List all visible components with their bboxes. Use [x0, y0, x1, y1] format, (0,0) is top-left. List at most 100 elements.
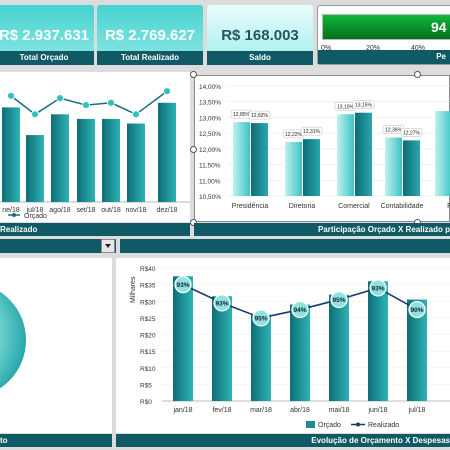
evo-label-bubble: [252, 309, 270, 327]
evo-bar: [290, 304, 310, 401]
part-label-orcado: 12,36%: [385, 128, 403, 134]
part-label-orcado: 12,22%: [285, 132, 303, 138]
evo-bar: [329, 294, 349, 401]
evolucao-footer-title: Evolução de Orçamento X Despesas: [311, 436, 450, 445]
monthly-bar: [51, 114, 69, 202]
monthly-x-tick: nov/18: [125, 207, 146, 214]
evo-data-label: 93%: [176, 282, 189, 289]
monthly-panel-footer: Realizado: [0, 223, 190, 236]
part-label-box: [300, 126, 323, 136]
kpi-card-orcado: R$ 2.937.631 Total Orçado: [0, 5, 94, 65]
evo-y-axis-label: Milhares: [130, 276, 137, 303]
monthly-legend-label: Orçado: [24, 213, 47, 220]
part-y-tick: 12,00%: [199, 147, 221, 154]
evo-x-tick: mai/18: [328, 407, 349, 414]
part-x-tick: Comercial: [338, 203, 370, 210]
part-y-tick: 11,50%: [199, 163, 221, 170]
evo-y-tick: R$25: [140, 316, 156, 323]
evo-x-tick: jan/18: [172, 407, 192, 414]
kpi-card-saldo[interactable]: R$ 168.003 Saldo: [207, 5, 313, 65]
monthly-line-point: [31, 110, 39, 119]
resize-handle-bottom-left[interactable]: [190, 219, 197, 226]
part-y-tick: 12,50%: [199, 131, 221, 138]
part-label-orcado: 12,85%: [233, 112, 251, 118]
resize-handle-top-mid[interactable]: [414, 71, 421, 78]
part-bar-orcado: [435, 111, 450, 196]
part-label-realizado: 12,31%: [303, 129, 321, 135]
monthly-x-tick: jul/18: [26, 207, 44, 214]
evo-label-bubble: [174, 276, 192, 294]
evo-x-tick: abr/18: [290, 407, 310, 414]
evo-data-label: 95%: [332, 297, 345, 304]
part-label-box: [248, 110, 271, 120]
pie-chart: [0, 291, 26, 389]
monthly-line-point: [163, 87, 171, 96]
part-label-realizado: 12,82%: [251, 113, 269, 119]
part-bar-orcado: [385, 137, 402, 196]
part-x-tick: Contabilidade: [381, 203, 424, 210]
monthly-footer-title: Realizado: [0, 225, 38, 234]
monthly-line-point: [82, 101, 90, 109]
evolucao-panel-footer: Evolução de Orçamento X Despesas: [116, 434, 450, 447]
evo-y-tick: R$30: [140, 299, 156, 306]
part-bar-orcado: [233, 122, 250, 196]
progress-fill: [323, 15, 450, 39]
monthly-x-tick: dez/18: [156, 207, 177, 214]
participacao-footer-title: Participação Orçado X Realizado p: [317, 225, 450, 234]
resize-handle-mid-left[interactable]: [190, 146, 197, 153]
kpi-saldo-label: Saldo: [207, 51, 313, 65]
evo-data-label: 93%: [371, 285, 384, 292]
pie-footer-title: to: [0, 436, 8, 445]
evo-label-bubble: [369, 279, 387, 297]
evo-y-tick: R$35: [140, 283, 156, 290]
kpi-orcado-label: Total Orçado: [0, 51, 94, 65]
part-bar-orcado: [285, 141, 302, 196]
monthly-x-tick: ago/18: [49, 207, 71, 214]
pie-slice: [0, 291, 26, 389]
part-label-box: [400, 128, 423, 137]
part-x-tick: Diretoria: [289, 203, 316, 210]
evo-label-bubble: [330, 290, 348, 309]
evo-data-label: 90%: [410, 307, 423, 314]
part-label-box: [352, 100, 375, 109]
participacao-chart-panel[interactable]: 14,00% 13,50% 13,00% 12,50% 12,00% 11,50% 11,0…: [194, 75, 450, 222]
part-bar-realizado: [251, 123, 268, 196]
monthly-bar: [2, 107, 20, 202]
part-y-tick: 14,00%: [199, 84, 221, 91]
kpi-realizado-label: Total Realizado: [97, 51, 203, 65]
evo-legend-point-marker: [356, 422, 360, 427]
part-y-tick: 11,00%: [199, 178, 221, 185]
evo-y-tick: R$20: [140, 333, 156, 340]
evo-y-tick: R$10: [140, 366, 156, 373]
progress-tick-0: 0%: [321, 45, 332, 52]
part-y-tick: 10,50%: [199, 194, 221, 201]
monthly-bar: [102, 118, 120, 202]
monthly-chart-panel: ne/18 jul/18 ago/18 set/18 out/18 nov/18 dez/1…: [0, 72, 190, 222]
progress-tick-1: 20%: [366, 45, 381, 52]
part-label-orcado: 13,10%: [337, 104, 355, 110]
progress-tick-2: 40%: [411, 45, 426, 52]
evo-bar: [212, 296, 232, 401]
evo-legend-bar-marker: [306, 421, 315, 428]
progress-value: 94: [431, 19, 447, 35]
kpi-realizado-value: R$ 2.769.627: [104, 27, 196, 44]
monthly-x-tick: ne/18: [2, 207, 20, 214]
part-x-tick: Fin: [447, 203, 450, 210]
evolucao-chart-panel: Milhares R$40 R$35 R$30 R$25 R$20 R$15 R$10 R$5 R…: [116, 258, 450, 433]
chevron-down-icon: [105, 244, 111, 248]
evo-x-tick: jun/18: [367, 407, 387, 414]
evo-y-tick: R$40: [140, 266, 156, 273]
kpi-card-realizado: R$ 2.769.627 Total Realizado: [97, 5, 203, 65]
evo-legend-orcado: Orçado: [318, 422, 341, 429]
evo-y-tick: R$5: [140, 382, 152, 389]
resize-handle-top-left[interactable]: [190, 71, 197, 78]
kpi-saldo-value: R$ 168.003: [221, 27, 299, 44]
participacao-panel-footer: Participação Orçado X Realizado p: [194, 223, 450, 236]
evo-label-bubble: [213, 294, 231, 312]
evo-data-label: 93%: [215, 300, 228, 307]
evo-x-tick: fev/18: [212, 407, 231, 414]
part-bar-realizado: [303, 139, 320, 196]
filter-dropdown-button[interactable]: [101, 239, 115, 253]
evo-data-label: 94%: [293, 307, 306, 314]
